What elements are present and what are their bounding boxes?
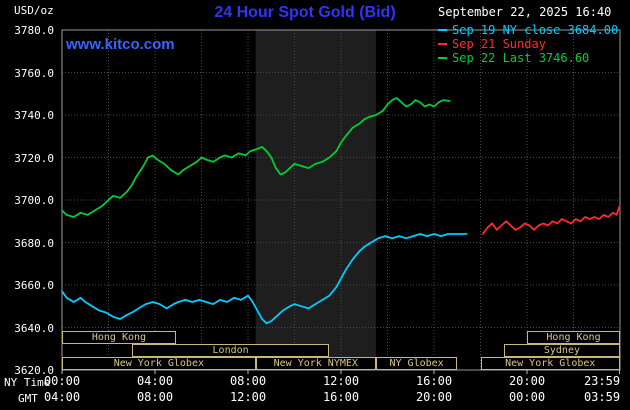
session-hong-kong: Hong Kong [62,331,176,344]
unit-label: USD/oz [14,4,54,17]
x-tick-label-ny: 08:00 [229,374,267,388]
session-sydney: Sydney [503,344,621,357]
chart-title: 24 Hour Spot Gold (Bid) [214,4,396,21]
x-tick-label-gmt: 00:00 [508,390,546,404]
x-tick-label-ny: 04:00 [136,374,174,388]
x-tick-label-gmt: 04:00 [43,390,81,404]
x-tick-label-gmt: 12:00 [229,390,267,404]
y-tick-label: 3620.0 [14,364,54,377]
price-line-sep21 [481,205,621,235]
ny-time-axis-label: NY Time [4,376,51,389]
gmt-axis-label: GMT [18,392,38,405]
legend-dash-icon [438,57,447,59]
chart-legend: Sep 19 NY close 3684.00 Sep 21 Sunday Sep … [438,23,618,65]
y-tick-label: 3680.0 [14,237,54,250]
kitco-watermark-link[interactable]: www.kitco.com [66,36,175,53]
legend-item-1: Sep 21 Sunday [438,37,618,51]
legend-item-0: Sep 19 NY close 3684.00 [438,23,618,37]
session-ny-globex: NY Globex [375,357,458,370]
y-tick-label: 3780.0 [14,24,54,37]
y-tick-label: 3740.0 [14,109,54,122]
x-tick-label-gmt: 08:00 [136,390,174,404]
session-new-york-nymex: New York NYMEX [255,357,376,370]
y-tick-label: 3720.0 [14,152,54,165]
x-tick-label-ny: 12:00 [322,374,360,388]
legend-label: Sep 21 Sunday [452,37,546,51]
x-tick-label-gmt: 03:59 [583,390,621,404]
x-tick-label-gmt: 20:00 [415,390,453,404]
session-new-york-globex: New York Globex [480,357,620,370]
y-tick-label: 3760.0 [14,67,54,80]
price-line-sep22 [61,97,451,218]
y-tick-label: 3700.0 [14,194,54,207]
legend-dash-icon [438,29,447,31]
x-tick-label-ny: 20:00 [508,374,546,388]
price-line-sep19 [61,233,468,325]
y-tick-label: 3660.0 [14,279,54,292]
y-tick-label: 3640.0 [14,322,54,335]
legend-item-2: Sep 22 Last 3746.60 [438,51,618,65]
x-tick-label-ny: 16:00 [415,374,453,388]
legend-label: Sep 19 NY close 3684.00 [452,23,619,37]
session-new-york-globex: New York Globex [62,357,256,370]
chart-datetime: September 22, 2025 16:40 [438,5,612,19]
legend-label: Sep 22 Last 3746.60 [452,51,590,65]
session-hong-kong: Hong Kong [527,331,620,344]
x-tick-label-gmt: 16:00 [322,390,360,404]
legend-dash-icon [438,43,447,45]
x-tick-label-ny: 23:59 [583,374,621,388]
x-tick-label-ny: 00:00 [43,374,81,388]
session-london: London [131,344,330,357]
